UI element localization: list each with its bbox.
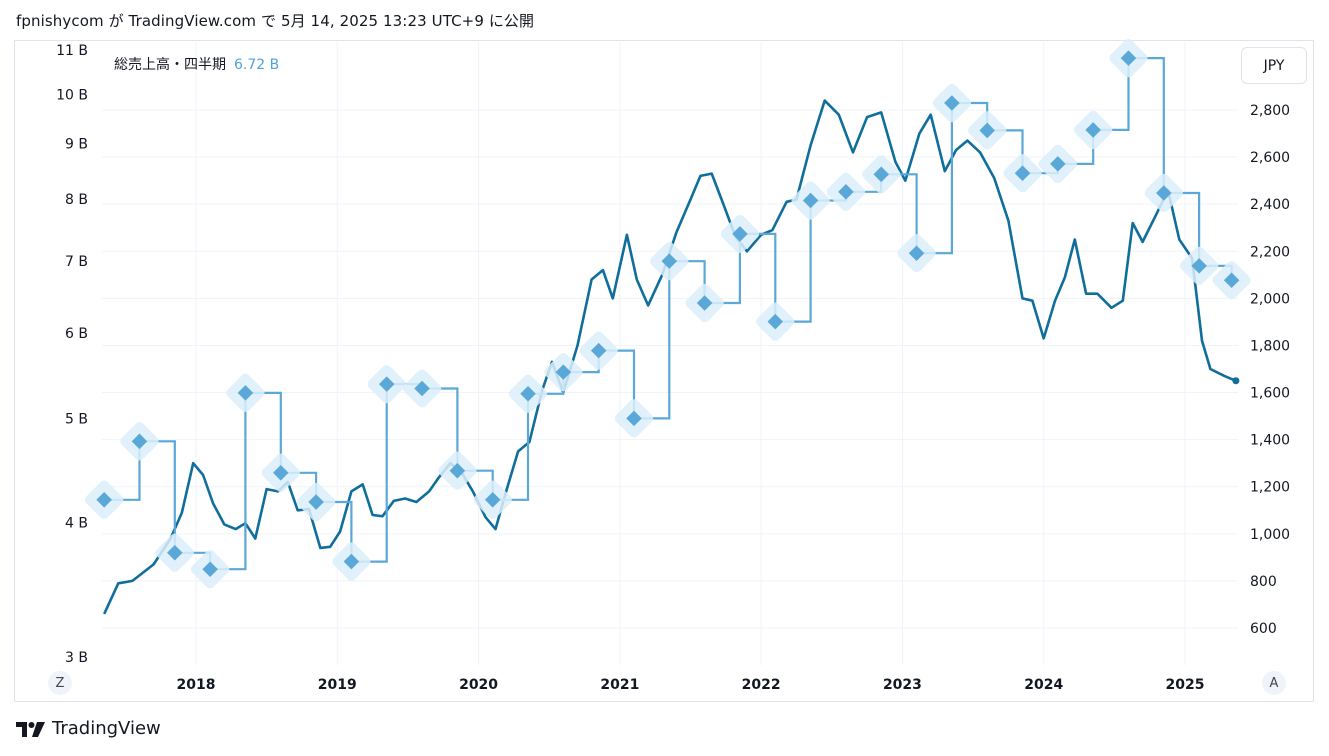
- revenue-point: [1223, 272, 1240, 289]
- right-tick-label: 2,000: [1250, 291, 1290, 307]
- left-tick-label: 8 B: [65, 192, 88, 208]
- left-tick-label: 7 B: [65, 254, 88, 270]
- time-tick-label: 2022: [742, 677, 781, 693]
- series-layer: [85, 38, 1251, 615]
- right-tick-label: 800: [1250, 574, 1277, 590]
- right-tick-label: 1,800: [1250, 338, 1290, 354]
- time-axis: 2018 2019 2020 2021 2022 2023 2024 2025: [177, 677, 1205, 693]
- time-tick-label: 2024: [1024, 677, 1063, 693]
- time-tick-label: 2025: [1166, 677, 1205, 693]
- left-tick-label: 9 B: [65, 137, 88, 153]
- footer-brand[interactable]: TradingView: [16, 718, 161, 739]
- revenue-point: [131, 433, 148, 450]
- right-tick-label: 1,400: [1250, 433, 1290, 449]
- auto-scale-button[interactable]: A: [1262, 671, 1286, 695]
- legend-value: 6.72 B: [234, 57, 280, 73]
- time-tick-label: 2018: [177, 677, 216, 693]
- revenue-point: [1120, 50, 1137, 66]
- left-axis: 11 B 10 B 9 B 8 B 7 B 6 B 5 B 4 B 3 B: [56, 43, 88, 666]
- right-tick-label: 1,200: [1250, 480, 1290, 496]
- price-last-point: [1232, 377, 1240, 385]
- grid-lines: [102, 42, 1238, 665]
- right-tick-label: 2,600: [1250, 150, 1290, 166]
- revenue-point: [732, 226, 748, 242]
- price-line: [103, 99, 1237, 615]
- currency-button[interactable]: JPY: [1241, 47, 1307, 84]
- left-tick-label: 11 B: [56, 43, 88, 59]
- revenue-point: [1156, 185, 1172, 201]
- right-axis: 2,800 2,600 2,400 2,200 2,000 1,800 1,600 1,400…: [1250, 103, 1290, 637]
- left-tick-label: 3 B: [65, 650, 88, 666]
- revenue-point: [1085, 122, 1101, 138]
- right-tick-label: 1,600: [1250, 386, 1290, 402]
- revenue-point: [1191, 258, 1207, 274]
- chart-frame: [14, 40, 1314, 702]
- revenue-point: [237, 385, 254, 401]
- series-legend[interactable]: 総売上高・四半期 6.72 B: [114, 54, 279, 74]
- right-tick-label: 2,400: [1250, 197, 1290, 213]
- right-tick-label: 600: [1250, 621, 1277, 637]
- legend-label: 総売上高・四半期: [114, 57, 226, 73]
- time-tick-label: 2021: [600, 677, 639, 693]
- revenue-point: [838, 184, 854, 200]
- time-tick-label: 2019: [318, 677, 357, 693]
- revenue-point: [167, 544, 183, 561]
- revenue-point: [802, 192, 819, 209]
- scale-left-button[interactable]: Z: [48, 671, 72, 695]
- right-tick-label: 1,000: [1250, 527, 1290, 543]
- time-tick-label: 2023: [883, 677, 922, 693]
- tradingview-logo-icon: [16, 721, 45, 737]
- left-tick-label: 10 B: [56, 88, 88, 104]
- publish-header: fpnishycom が TradingView.com で 5月 14, 20…: [16, 12, 535, 30]
- revenue-point: [873, 166, 890, 183]
- time-tick-label: 2020: [459, 677, 498, 693]
- right-tick-label: 2,200: [1250, 244, 1290, 260]
- left-tick-label: 5 B: [65, 411, 88, 427]
- left-tick-label: 6 B: [65, 326, 88, 342]
- revenue-point: [1050, 156, 1066, 172]
- right-tick-label: 2,800: [1250, 103, 1290, 119]
- revenue-step-line: [104, 57, 1233, 571]
- footer-brand-name: TradingView: [52, 718, 161, 739]
- revenue-point: [202, 561, 218, 578]
- left-tick-label: 4 B: [65, 516, 88, 532]
- revenue-point: [1014, 165, 1031, 181]
